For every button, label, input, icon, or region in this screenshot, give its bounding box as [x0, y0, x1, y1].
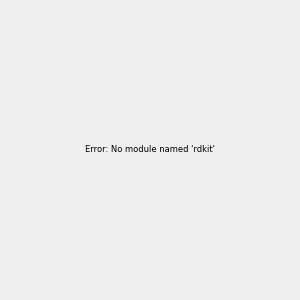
- Text: Error: No module named 'rdkit': Error: No module named 'rdkit': [85, 146, 215, 154]
